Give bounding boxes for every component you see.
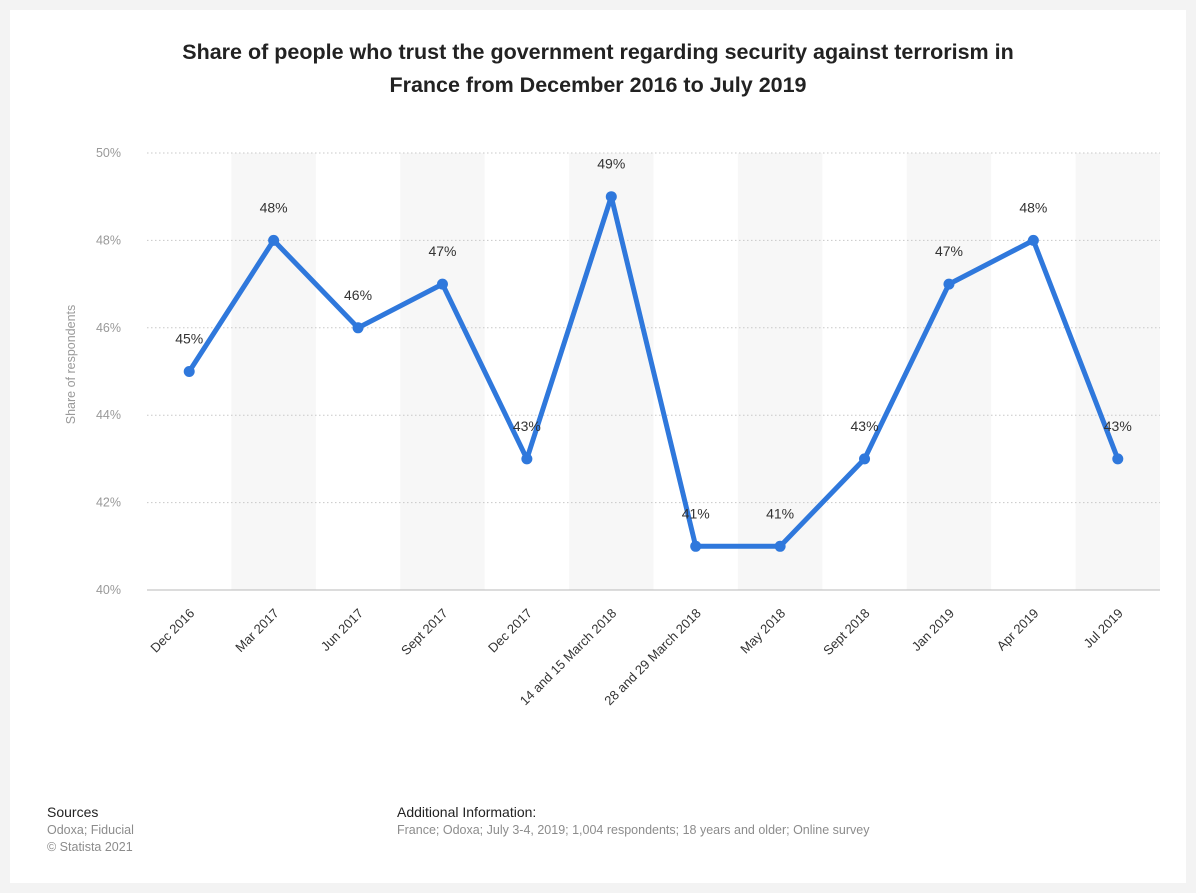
y-axis-tick-labels: 40% 42% 44% 46% 48% 50%	[96, 146, 121, 597]
chart-title-line-1: Share of people who trust the government…	[182, 40, 1014, 64]
y-tick-label: 42%	[96, 496, 121, 510]
data-label: 41%	[766, 505, 794, 521]
y-tick-label: 44%	[96, 408, 121, 422]
data-label: 41%	[682, 505, 710, 521]
x-tick-label: Jan 2019	[909, 606, 957, 654]
data-point	[605, 191, 617, 203]
data-point	[690, 540, 702, 552]
x-tick-label: Jun 2017	[318, 606, 366, 654]
sources-text: Odoxa; Fiducial © Statista 2021	[47, 822, 134, 856]
copyright-line: © Statista 2021	[47, 840, 133, 854]
y-tick-label: 40%	[96, 583, 121, 597]
y-axis-label: Share of respondents	[64, 305, 78, 425]
data-points	[183, 191, 1124, 552]
data-point	[1112, 453, 1124, 465]
data-label: 49%	[597, 156, 625, 172]
series-line	[186, 194, 1121, 549]
additional-info-label: Additional Information:	[397, 804, 537, 820]
x-tick-label: 28 and 29 March 2018	[601, 606, 704, 709]
data-label: 47%	[935, 243, 963, 259]
category-band	[231, 153, 316, 590]
sources-label: Sources	[47, 804, 99, 820]
y-tick-label: 50%	[96, 146, 121, 160]
chart-title-line-2: France from December 2016 to July 2019	[389, 73, 807, 97]
additional-info-text: France; Odoxa; July 3-4, 2019; 1,004 res…	[397, 823, 870, 837]
data-label: 48%	[260, 199, 288, 215]
x-tick-label: Jul 2019	[1081, 606, 1126, 651]
x-tick-label: Dec 2017	[485, 606, 535, 656]
data-point	[352, 322, 364, 334]
data-label: 47%	[428, 243, 456, 259]
data-label: 43%	[1104, 418, 1132, 434]
x-tick-label: Apr 2019	[994, 606, 1042, 654]
category-band	[569, 153, 654, 590]
y-tick-label: 46%	[96, 321, 121, 335]
x-axis-tick-labels: Dec 2016 Mar 2017 Jun 2017 Sept 2017 Dec 201…	[147, 606, 1126, 709]
chart-title: Share of people who trust the government…	[0, 36, 1196, 102]
x-tick-label: Mar 2017	[232, 606, 281, 655]
x-tick-label: Sept 2017	[398, 606, 451, 659]
x-tick-label: 14 and 15 March 2018	[517, 606, 620, 709]
data-labels: 45% 48% 46% 47% 43% 49% 41% 41% 43% 47% 48% 43%	[175, 156, 1132, 522]
data-point	[943, 278, 955, 290]
gridlines	[147, 152, 1160, 591]
data-label: 45%	[175, 331, 203, 347]
data-point	[859, 453, 871, 465]
category-band	[737, 153, 823, 590]
category-band	[1075, 153, 1160, 590]
x-tick-label: May 2018	[737, 606, 788, 657]
data-label: 43%	[851, 418, 879, 434]
data-series	[186, 194, 1121, 549]
alternating-bands	[231, 153, 1160, 590]
data-point	[774, 540, 786, 552]
x-tick-label: Sept 2018	[820, 606, 873, 659]
data-label: 48%	[1019, 199, 1047, 215]
category-band	[400, 153, 485, 590]
sources-line: Odoxa; Fiducial	[47, 823, 134, 837]
data-point	[1027, 234, 1039, 246]
x-tick-label: Dec 2016	[147, 606, 197, 656]
data-label: 46%	[344, 287, 372, 303]
category-band	[906, 153, 992, 590]
data-point	[436, 278, 448, 290]
data-point	[521, 453, 533, 465]
data-point	[268, 234, 280, 246]
data-label: 43%	[513, 418, 541, 434]
data-point	[183, 366, 195, 377]
y-tick-label: 48%	[96, 233, 121, 247]
